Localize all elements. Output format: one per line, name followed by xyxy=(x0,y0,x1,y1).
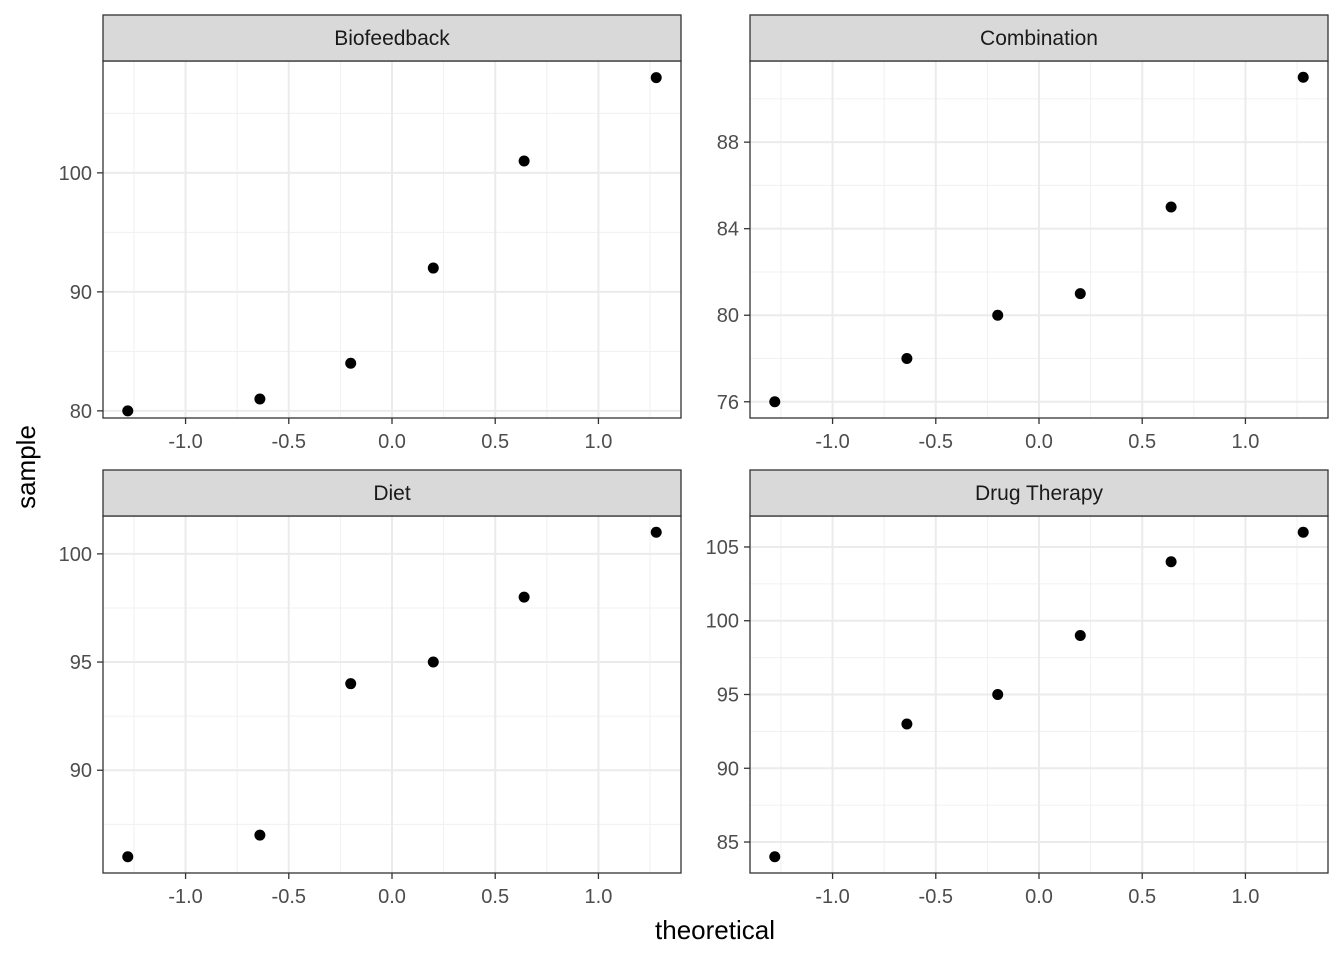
x-tick-label: 0.0 xyxy=(1025,431,1053,453)
data-point xyxy=(901,353,913,364)
facet-biofeedback: Biofeedback -1.0 -0.5 0.0 0.5 1.0 80 90 100 xyxy=(59,14,682,453)
data-point xyxy=(769,851,781,863)
y-tick-label: 100 xyxy=(59,163,92,185)
y-tick-label: 88 xyxy=(717,132,739,154)
x-tick-label: 0.5 xyxy=(481,886,509,908)
data-point xyxy=(992,689,1004,700)
facet-diet: Diet -1.0 -0.5 0.0 0.5 1.0 90 95 100 xyxy=(59,469,682,908)
x-tick-label: -1.0 xyxy=(168,431,202,453)
data-point xyxy=(901,718,913,730)
x-tick-label: -1.0 xyxy=(168,886,202,908)
x-tick-label: 1.0 xyxy=(1232,431,1260,453)
x-axis-title: theoretical xyxy=(655,915,775,945)
facet-strip xyxy=(749,14,1329,62)
y-tick-label: 95 xyxy=(70,652,92,674)
data-point xyxy=(122,405,134,417)
x-tick-label: -0.5 xyxy=(272,431,306,453)
data-point xyxy=(1297,71,1309,83)
data-point xyxy=(992,309,1004,321)
data-point xyxy=(1165,201,1177,213)
y-tick-label: 100 xyxy=(706,611,739,633)
data-point xyxy=(345,357,357,369)
facet-title: Biofeedback xyxy=(334,27,450,50)
y-tick-label: 84 xyxy=(717,219,739,241)
x-tick-label: 1.0 xyxy=(1232,886,1260,908)
y-tick-label: 100 xyxy=(59,544,92,566)
x-tick-label: 0.5 xyxy=(1128,886,1156,908)
x-tick-label: 0.0 xyxy=(378,886,406,908)
data-point xyxy=(518,591,530,603)
facet-strip xyxy=(102,469,682,517)
y-tick-label: 85 xyxy=(717,832,739,854)
facet-title: Drug Therapy xyxy=(975,482,1104,505)
x-tick-label: 1.0 xyxy=(585,886,613,908)
data-point xyxy=(427,262,439,274)
data-point xyxy=(254,393,266,405)
data-point xyxy=(122,851,134,863)
y-tick-label: 90 xyxy=(717,758,739,780)
y-tick-label: 105 xyxy=(706,537,739,559)
x-tick-label: 1.0 xyxy=(585,431,613,453)
x-tick-label: 0.0 xyxy=(1025,886,1053,908)
facet-drug-therapy: Drug Therapy -1.0 -0.5 0.0 0.5 1.0 85 90 95 100 10… xyxy=(706,469,1329,908)
data-point xyxy=(1297,526,1309,538)
data-point xyxy=(254,829,266,841)
y-tick-label: 95 xyxy=(717,685,739,707)
y-tick-label: 90 xyxy=(70,282,92,304)
data-point xyxy=(1074,629,1086,641)
data-point xyxy=(1074,288,1086,300)
y-tick-label: 90 xyxy=(70,760,92,782)
data-point xyxy=(345,678,357,690)
data-point xyxy=(650,72,662,84)
x-tick-label: -0.5 xyxy=(272,886,306,908)
y-tick-label: 80 xyxy=(717,305,739,327)
facet-strip xyxy=(749,469,1329,517)
x-tick-label: -0.5 xyxy=(919,886,953,908)
y-axis-title: sample xyxy=(11,425,41,509)
facet-strip xyxy=(102,14,682,62)
facet-combination: Combination -1.0 -0.5 0.0 0.5 1.0 76 80 84 88 xyxy=(717,14,1329,453)
x-tick-label: 0.5 xyxy=(1128,431,1156,453)
data-point xyxy=(650,526,662,538)
x-tick-label: -1.0 xyxy=(815,431,849,453)
y-tick-label: 80 xyxy=(70,401,92,423)
facet-panels: Biofeedback -1.0 -0.5 0.0 0.5 1.0 80 90 100 Combi… xyxy=(59,14,1329,908)
x-tick-label: 0.0 xyxy=(378,431,406,453)
data-point xyxy=(518,155,530,167)
x-tick-label: 0.5 xyxy=(481,431,509,453)
x-tick-label: -0.5 xyxy=(919,431,953,453)
data-point xyxy=(769,396,781,408)
facet-title: Diet xyxy=(373,482,411,505)
y-tick-label: 76 xyxy=(717,392,739,414)
x-tick-label: -1.0 xyxy=(815,886,849,908)
data-point xyxy=(1165,556,1177,568)
data-point xyxy=(427,656,439,668)
facet-title: Combination xyxy=(980,27,1098,50)
